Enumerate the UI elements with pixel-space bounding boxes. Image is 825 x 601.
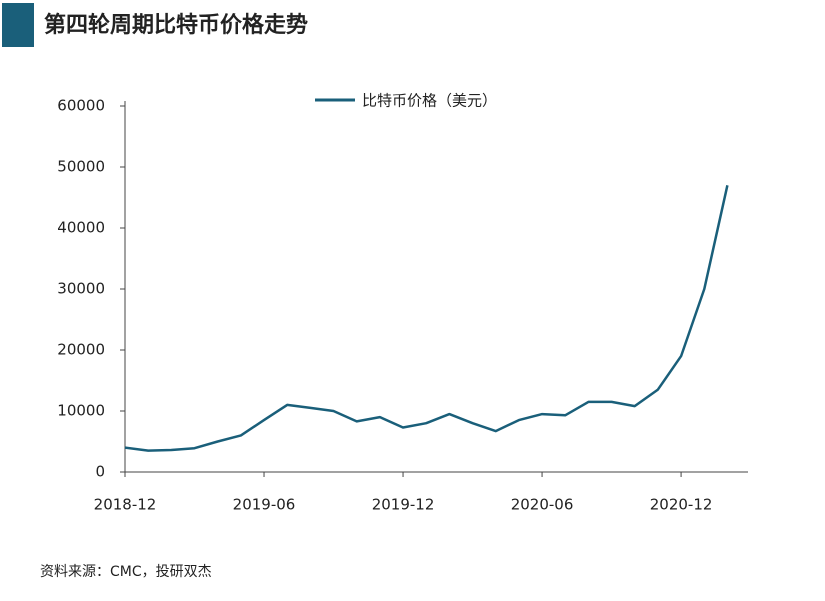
plot-background — [0, 50, 825, 597]
x-tick-label: 2020-06 — [511, 496, 574, 514]
chart-title: 第四轮周期比特币价格走势 — [44, 12, 308, 38]
y-tick-label: 30000 — [57, 280, 105, 298]
x-tick-label: 2020-12 — [650, 496, 713, 514]
y-tick-label: 50000 — [57, 158, 105, 176]
title-bar — [0, 0, 825, 50]
y-tick-label: 40000 — [57, 219, 105, 237]
legend-label: 比特币价格（美元） — [362, 92, 497, 110]
x-tick-label: 2019-06 — [233, 496, 296, 514]
x-tick-label: 2018-12 — [94, 496, 157, 514]
y-tick-label: 60000 — [57, 97, 105, 115]
x-tick-label: 2019-12 — [372, 496, 435, 514]
y-tick-label: 0 — [95, 463, 105, 481]
title-marker — [2, 3, 34, 47]
y-tick-label: 20000 — [57, 341, 105, 359]
price-line — [124, 185, 729, 452]
y-tick-label: 10000 — [57, 402, 105, 420]
source-note: 资料来源：CMC，投研双杰 — [40, 564, 212, 580]
